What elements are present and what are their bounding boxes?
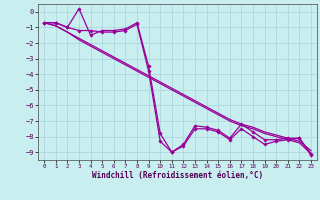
X-axis label: Windchill (Refroidissement éolien,°C): Windchill (Refroidissement éolien,°C) — [92, 171, 263, 180]
